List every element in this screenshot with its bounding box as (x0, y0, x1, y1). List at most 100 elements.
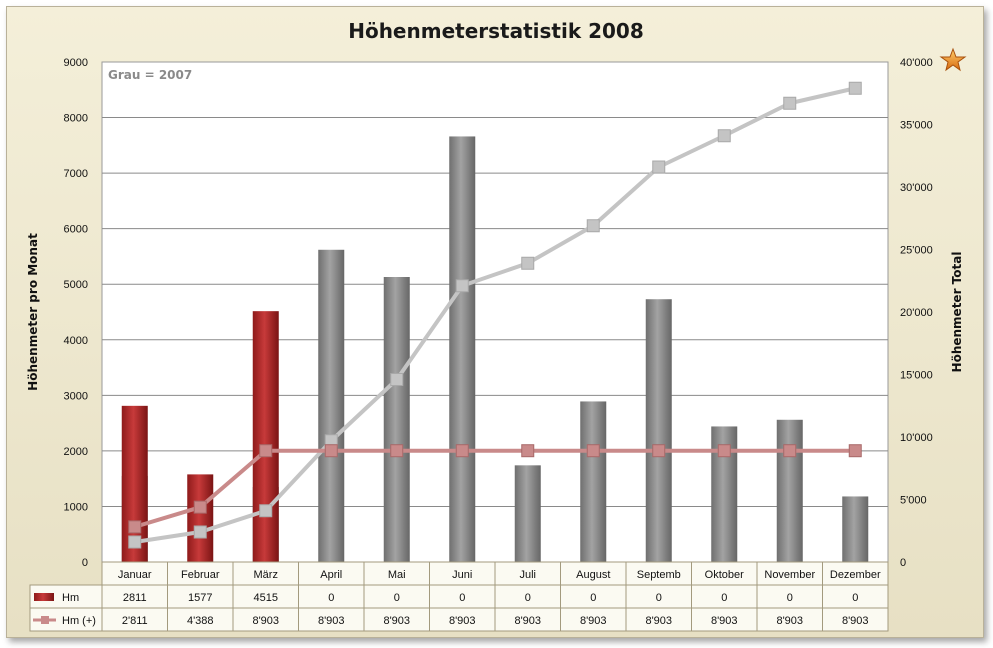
bar-2007 (383, 277, 410, 562)
point-2007 (128, 535, 142, 549)
bar-2008 (252, 311, 279, 562)
legend-marker-swatch (41, 616, 49, 624)
chart-title: Höhenmeterstatistik 2008 (348, 19, 644, 43)
point-2007 (521, 256, 535, 270)
point-2007 (455, 279, 469, 293)
y2-tick-label: 30'000 (900, 182, 933, 194)
category-label: April (320, 569, 342, 581)
category-label: November (764, 569, 815, 581)
bar-2007 (842, 496, 869, 562)
y2-tick-label: 20'000 (900, 307, 933, 319)
legend-note: Grau = 2007 (108, 68, 192, 82)
y2-tick-label: 15'000 (900, 370, 933, 382)
table-cell: 8'903 (580, 615, 607, 627)
y-axis-title: Höhenmeter pro Monat (26, 233, 40, 391)
y2-tick-label: 5'000 (900, 495, 927, 507)
point-2007 (259, 504, 273, 518)
bar-2008 (187, 474, 214, 562)
bar-2007 (318, 249, 345, 562)
table-cell: 1577 (188, 592, 212, 604)
table-cell: 0 (394, 592, 400, 604)
point-2007 (717, 129, 731, 143)
point-2008 (586, 444, 600, 458)
table-cell: 2'811 (122, 615, 148, 627)
point-2008 (390, 444, 404, 458)
table-cell: 0 (721, 592, 727, 604)
point-2007 (586, 219, 600, 233)
table-cell: 8'903 (776, 615, 803, 627)
y-tick-label: 7000 (64, 168, 88, 180)
table-cell: 8'903 (514, 615, 541, 627)
point-2007 (783, 96, 797, 110)
legend-label: Hm (+) (62, 615, 96, 627)
y2-tick-label: 10'000 (900, 432, 933, 444)
star-icon (939, 47, 967, 72)
table-cell: 8'903 (383, 615, 410, 627)
y2-tick-label: 40'000 (900, 57, 933, 69)
table-cell: 8'903 (449, 615, 476, 627)
table-cell: 0 (328, 592, 334, 604)
y-tick-label: 3000 (64, 390, 88, 402)
bar-2007 (776, 419, 803, 562)
point-2008 (128, 520, 142, 534)
category-label: Septemb (637, 569, 681, 581)
category-label: Mai (388, 569, 406, 581)
bar-2007 (580, 401, 607, 562)
line-2008 (134, 448, 856, 529)
y-tick-label: 1000 (64, 501, 88, 513)
y-tick-label: 9000 (64, 57, 88, 69)
point-2007 (848, 81, 862, 95)
y2-tick-label: 0 (900, 557, 906, 569)
table-cell: 0 (459, 592, 465, 604)
table-cell: 4'388 (187, 615, 214, 627)
y-tick-label: 2000 (64, 446, 88, 458)
point-2007 (390, 373, 404, 386)
y-tick-label: 5000 (64, 279, 88, 291)
bar-2007 (645, 299, 672, 562)
category-label: Juli (519, 569, 536, 581)
table-cell: 8'903 (711, 615, 738, 627)
table-cell: 8'903 (842, 615, 869, 627)
category-label: Februar (181, 569, 220, 581)
table-cell: 0 (852, 592, 858, 604)
point-2008 (717, 444, 731, 458)
legend-bar-swatch (34, 593, 54, 601)
y2-tick-label: 25'000 (900, 245, 933, 257)
point-2008 (652, 444, 666, 458)
table-cell: 2811 (123, 592, 147, 604)
table-cell: 8'903 (252, 615, 279, 627)
y-tick-label: 0 (82, 557, 88, 569)
table-cell: 0 (656, 592, 662, 604)
y2-axis-title: Höhenmeter Total (950, 252, 964, 373)
category-label: Dezember (830, 569, 881, 581)
category-label: August (576, 569, 610, 581)
point-2008 (193, 500, 207, 514)
category-label: März (254, 569, 278, 581)
point-2008 (783, 444, 797, 458)
point-2007 (652, 160, 666, 174)
point-2007 (193, 525, 207, 539)
table-cell: 8'903 (645, 615, 672, 627)
point-2008 (455, 444, 469, 458)
table-cell: 0 (590, 592, 596, 604)
category-label: Juni (452, 569, 472, 581)
y-tick-label: 4000 (64, 335, 88, 347)
line-2007 (134, 86, 856, 544)
y2-tick-label: 35'000 (900, 120, 933, 132)
category-label: Januar (118, 569, 152, 581)
point-2008 (259, 444, 273, 458)
data-table: Januar Februar März April Mai Juni Juli August S… (29, 561, 889, 632)
table-cell: 0 (525, 592, 531, 604)
table-cell: 8'903 (318, 615, 345, 627)
bar-2007 (514, 465, 541, 562)
y-tick-label: 8000 (64, 113, 88, 125)
table-cell: 0 (787, 592, 793, 604)
point-2008 (521, 444, 535, 458)
table-cell: 4515 (254, 592, 278, 604)
bar-2007 (449, 136, 476, 562)
legend-label: Hm (62, 592, 79, 604)
plot-background (101, 61, 889, 563)
point-2008 (324, 444, 338, 458)
category-label: Oktober (705, 569, 744, 581)
